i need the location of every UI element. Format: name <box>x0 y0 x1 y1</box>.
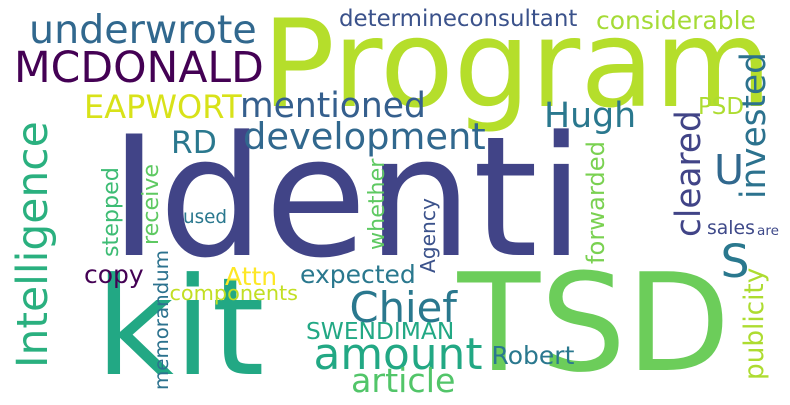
word-intelligence: Intelligence <box>8 120 57 368</box>
word-determineconsultant: determineconsultant <box>339 5 578 32</box>
word-memorandum: memorandum <box>150 250 173 390</box>
word-stepped: stepped <box>98 167 124 257</box>
word-swendiman: SWENDIMAN <box>306 317 455 345</box>
word-eapwort: EAPWORT <box>84 88 242 126</box>
word-chief: Chief <box>349 283 457 332</box>
word-whether: whether <box>364 158 390 250</box>
word-u: U <box>714 145 745 194</box>
word-identi: Identi <box>109 100 585 295</box>
word-sales: sales <box>707 217 755 239</box>
word-amount: amount <box>313 329 483 380</box>
word-hugh: Hugh <box>544 95 637 136</box>
word-mcdonald: MCDONALD <box>14 43 264 93</box>
word-mentioned: mentioned <box>240 85 426 126</box>
word-attn: Attn <box>225 261 278 291</box>
word-tsd: TSD <box>457 243 731 402</box>
word-expected: expected <box>300 259 416 289</box>
word-underwrote: underwrote <box>29 7 257 53</box>
word-forwarded: forwarded <box>582 140 610 264</box>
word-components: components <box>169 280 299 305</box>
word-rd: RD <box>171 124 217 161</box>
word-development: development <box>243 114 486 158</box>
word-agency: Agency <box>416 197 440 273</box>
word-psd: PSD <box>698 93 744 120</box>
word-cleared: cleared <box>669 109 709 237</box>
word-receive: receive <box>138 163 164 245</box>
word-copy: copy <box>84 259 144 289</box>
word-used: used <box>183 207 227 228</box>
word-s: S <box>720 234 750 288</box>
word-article: article <box>351 360 456 400</box>
word-kit: kit <box>95 247 265 405</box>
word-are: are <box>757 223 779 239</box>
word-considerable: considerable <box>596 5 756 35</box>
word-publicity: publicity <box>740 267 770 380</box>
word-program: Program <box>262 0 773 135</box>
word-robert: Robert <box>491 340 575 370</box>
